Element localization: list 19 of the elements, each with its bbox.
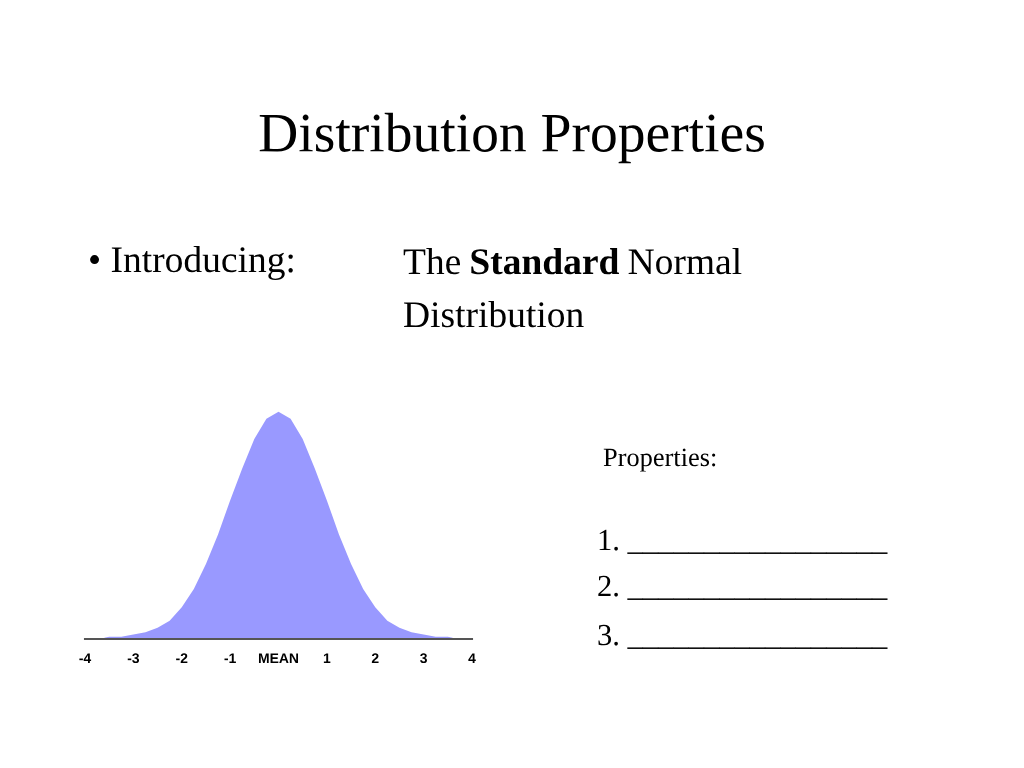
x-tick-label: -1 xyxy=(224,653,236,663)
x-tick-label: -2 xyxy=(176,653,188,663)
x-tick-label: 3 xyxy=(420,653,427,664)
text: • Introducing: xyxy=(90,245,293,281)
text: 3. _________________ xyxy=(598,624,888,649)
text: Properties: xyxy=(603,448,716,472)
x-tick-label: 1 xyxy=(323,653,331,663)
text: 2. _________________ xyxy=(598,575,888,600)
x-tick-label: 4 xyxy=(468,653,476,663)
text: Standard xyxy=(471,247,619,275)
text: Normal xyxy=(628,247,742,275)
x-tick-label: 2 xyxy=(371,653,379,663)
chart-title: Distribution Properties xyxy=(259,112,764,164)
x-tick-label: -4 xyxy=(79,653,92,663)
text: The xyxy=(403,247,460,275)
text: 1. _________________ xyxy=(599,529,888,554)
x-tick-label: MEAN xyxy=(258,653,299,663)
x-tick-label: -3 xyxy=(127,653,140,664)
text: Distribution xyxy=(404,300,584,328)
